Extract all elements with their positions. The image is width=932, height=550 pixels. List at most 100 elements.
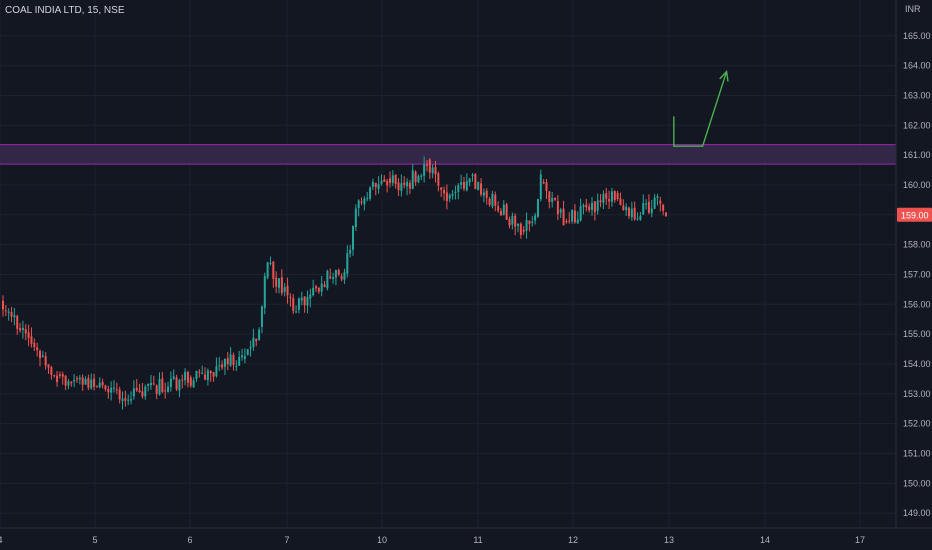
- candlestick-series: [2, 156, 667, 410]
- candle: [90, 373, 93, 390]
- candle: [326, 269, 329, 291]
- candle: [30, 327, 33, 348]
- candle-body: [206, 370, 209, 381]
- candle-body: [534, 215, 537, 221]
- candle: [206, 368, 209, 386]
- candle: [107, 385, 110, 399]
- candle-body: [226, 358, 229, 365]
- candle-body: [258, 329, 261, 341]
- candle-body: [366, 198, 369, 200]
- candle-body: [141, 391, 144, 397]
- candle: [562, 200, 565, 226]
- candle-body: [161, 378, 164, 392]
- candle-body: [263, 276, 266, 308]
- candle: [608, 190, 611, 209]
- candle-body: [286, 285, 289, 296]
- candle-body: [602, 193, 605, 203]
- candle: [519, 222, 522, 239]
- candle-body: [98, 382, 101, 388]
- candle: [112, 380, 115, 393]
- time-axis[interactable]: 4 5 6 7 10 11 12 13 14 17: [0, 535, 865, 545]
- candle: [628, 206, 631, 219]
- candle-body: [164, 390, 167, 392]
- candle-body: [536, 199, 539, 217]
- candle-body: [531, 221, 534, 223]
- candle-body: [508, 219, 511, 226]
- candle-body: [585, 204, 588, 208]
- candle-body: [44, 356, 47, 366]
- candle-body: [386, 181, 389, 186]
- candle-body: [480, 183, 483, 195]
- candle: [61, 371, 64, 385]
- last-price-marker: 159.00: [897, 207, 932, 222]
- candle-body: [551, 198, 554, 202]
- candle-body: [630, 208, 633, 218]
- candle: [593, 201, 596, 221]
- candle: [622, 199, 625, 211]
- candle: [121, 391, 124, 410]
- candle-body: [374, 182, 377, 188]
- candle: [41, 351, 44, 358]
- candle-body: [252, 337, 255, 348]
- candle-body: [610, 191, 613, 202]
- candle-body: [525, 219, 528, 231]
- candle: [388, 171, 391, 188]
- candle: [36, 342, 39, 357]
- resistance-zone[interactable]: [0, 144, 896, 165]
- candle-body: [403, 182, 406, 185]
- candle: [223, 358, 226, 375]
- candle: [559, 207, 562, 219]
- candle-body: [565, 221, 568, 223]
- candle: [312, 279, 315, 297]
- candle-body: [511, 215, 514, 225]
- candle: [75, 375, 78, 383]
- candle: [50, 365, 53, 380]
- candle: [391, 170, 394, 187]
- candle: [445, 184, 448, 210]
- candle-body: [559, 209, 562, 213]
- candle-body: [121, 398, 124, 402]
- candle: [104, 384, 107, 392]
- candle: [181, 374, 184, 389]
- candle: [340, 273, 343, 282]
- candle: [195, 370, 198, 382]
- candle: [499, 207, 502, 216]
- time-tick-label: 10: [377, 535, 387, 545]
- candle-body: [201, 373, 204, 375]
- candle-body: [420, 175, 423, 177]
- candle-body: [346, 253, 349, 274]
- price-axis[interactable]: 149.00 150.00 151.00 152.00 153.00 154.00 155.…: [903, 31, 931, 518]
- candle-body: [223, 358, 226, 367]
- candle-body: [571, 209, 574, 222]
- candle-body: [622, 205, 625, 210]
- candle-body: [619, 198, 622, 205]
- candle: [647, 194, 650, 215]
- price-tick-label: 150.00: [903, 478, 931, 488]
- candle-body: [75, 378, 78, 380]
- candle: [155, 384, 158, 400]
- candle: [169, 371, 172, 392]
- candle-body: [423, 164, 426, 176]
- candle: [556, 195, 559, 221]
- candle: [440, 187, 443, 198]
- candle-body: [650, 208, 653, 214]
- candle-body: [283, 287, 286, 292]
- candle: [343, 268, 346, 284]
- candle: [27, 324, 30, 347]
- candle-body: [437, 173, 440, 186]
- candle-body: [588, 206, 591, 211]
- candle: [192, 377, 195, 388]
- candle: [124, 390, 127, 407]
- candle: [315, 284, 318, 292]
- candle: [138, 383, 141, 393]
- candle: [536, 198, 539, 218]
- candle-body: [278, 278, 281, 288]
- candle-body: [665, 212, 667, 217]
- candle-body: [84, 378, 87, 385]
- candle: [4, 305, 7, 317]
- candle: [232, 352, 235, 371]
- resistance-zone-layer: [0, 144, 896, 165]
- candle: [403, 176, 406, 189]
- projection-arrow[interactable]: [673, 71, 728, 147]
